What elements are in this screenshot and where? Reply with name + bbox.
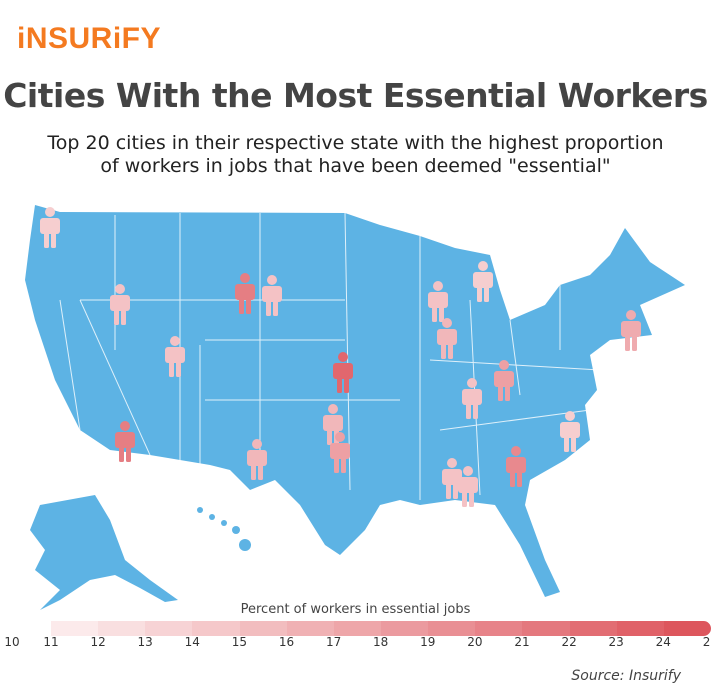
- legend-tick: 13: [137, 635, 153, 649]
- person-icon-al: [442, 458, 462, 499]
- legend-tick: 25: [702, 635, 711, 649]
- subtitle-line-1: Top 20 cities in their respective state …: [47, 132, 664, 154]
- legend-swatch: [522, 621, 570, 636]
- person-icon-oh: [494, 360, 514, 401]
- legend-tick: 23: [608, 635, 624, 649]
- legend-swatch: [51, 621, 99, 636]
- person-icon-ga: [458, 466, 478, 507]
- legend-tick: 22: [561, 635, 577, 649]
- alaska-shape: [30, 495, 178, 610]
- person-icon-ky: [462, 378, 482, 419]
- legend-tick: 16: [278, 635, 295, 649]
- insurify-logo: iNSURiFY: [17, 22, 162, 55]
- person-icon-wi: [428, 281, 448, 322]
- legend-swatch: [192, 621, 240, 636]
- legend-tick: 10: [4, 635, 20, 649]
- legend-tick: 17: [325, 635, 342, 649]
- person-icon-wy: [235, 273, 255, 314]
- legend-swatch: [98, 621, 146, 636]
- legend-swatch: [333, 621, 381, 636]
- person-icon-sd: [262, 275, 282, 316]
- person-icon-nc: [560, 411, 580, 452]
- legend-tick: 24: [655, 635, 671, 649]
- person-icon-tx: [330, 432, 350, 473]
- legend-swatch: [428, 621, 476, 636]
- person-icon-ut: [165, 336, 185, 377]
- person-icon-or: [110, 284, 130, 325]
- legend-tick: 19: [420, 635, 436, 649]
- person-icon-nm: [247, 439, 267, 480]
- legend-swatch: [239, 621, 287, 636]
- source-note: Source: Insurify: [571, 668, 681, 684]
- legend-tick: 15: [231, 635, 248, 649]
- legend-tick: 12: [90, 635, 106, 649]
- page-title: Cities With the Most Essential Workers: [3, 76, 708, 115]
- subtitle-line-2: of workers in jobs that have been deemed…: [100, 155, 611, 177]
- person-icon-il: [437, 318, 457, 359]
- legend-swatch: [380, 621, 429, 636]
- person-icon-ma: [621, 310, 641, 351]
- legend-tick: 14: [184, 635, 200, 649]
- contiguous-us-shape: [25, 205, 685, 597]
- legend-title: Percent of workers in essential jobs: [240, 602, 471, 617]
- legend-swatch: [145, 621, 193, 636]
- person-icon-mi: [473, 261, 493, 302]
- legend-tick: 20: [467, 635, 483, 649]
- legend-tick: 18: [373, 635, 389, 649]
- city-markers: [40, 207, 641, 507]
- legend-swatch: [616, 621, 664, 636]
- legend-swatch: [286, 621, 334, 636]
- legend-color-bar: [51, 621, 711, 636]
- legend-tick: 21: [514, 635, 530, 649]
- legend-tick: 11: [43, 635, 59, 649]
- person-icon-az: [115, 421, 135, 462]
- person-icon-ks: [333, 352, 353, 393]
- subtitle: Top 20 cities in their respective state …: [0, 132, 711, 178]
- person-icon-sc: [506, 446, 526, 487]
- person-icon-wa: [40, 207, 60, 248]
- legend-swatch: [475, 621, 523, 636]
- state-borders: [59, 212, 601, 500]
- legend-swatch: [663, 621, 711, 636]
- hawaii-shape: [197, 507, 251, 551]
- legend-swatch: [569, 621, 617, 636]
